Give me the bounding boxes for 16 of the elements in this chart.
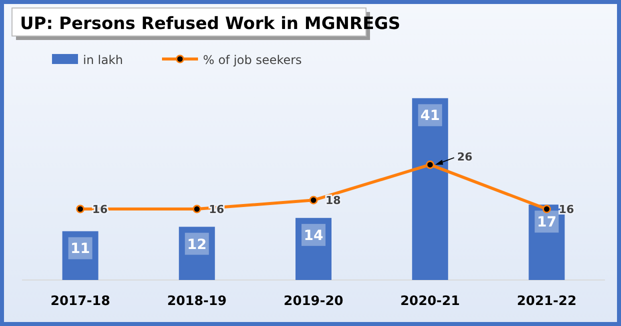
legend-label: in lakh [83,53,123,67]
chart-title: UP: Persons Refused Work in MGNREGS [20,14,400,34]
data-label: 12 [187,236,207,253]
x-tick-label: 2021-22 [516,294,577,309]
data-label: 26 [457,150,473,164]
data-label: 41 [420,108,440,124]
x-tick-label: 2017-18 [50,294,110,309]
data-label: 17 [536,214,556,231]
data-label: 18 [326,194,341,208]
data-label: 16 [92,203,108,216]
x-tick-label: 2018-19 [167,294,227,309]
data-label: 14 [304,228,324,244]
x-tick-label: 2019-20 [284,294,344,309]
legend-label: % of job seekers [203,53,302,67]
x-tick-label: 2020-21 [400,294,460,309]
data-label: 11 [70,241,90,258]
